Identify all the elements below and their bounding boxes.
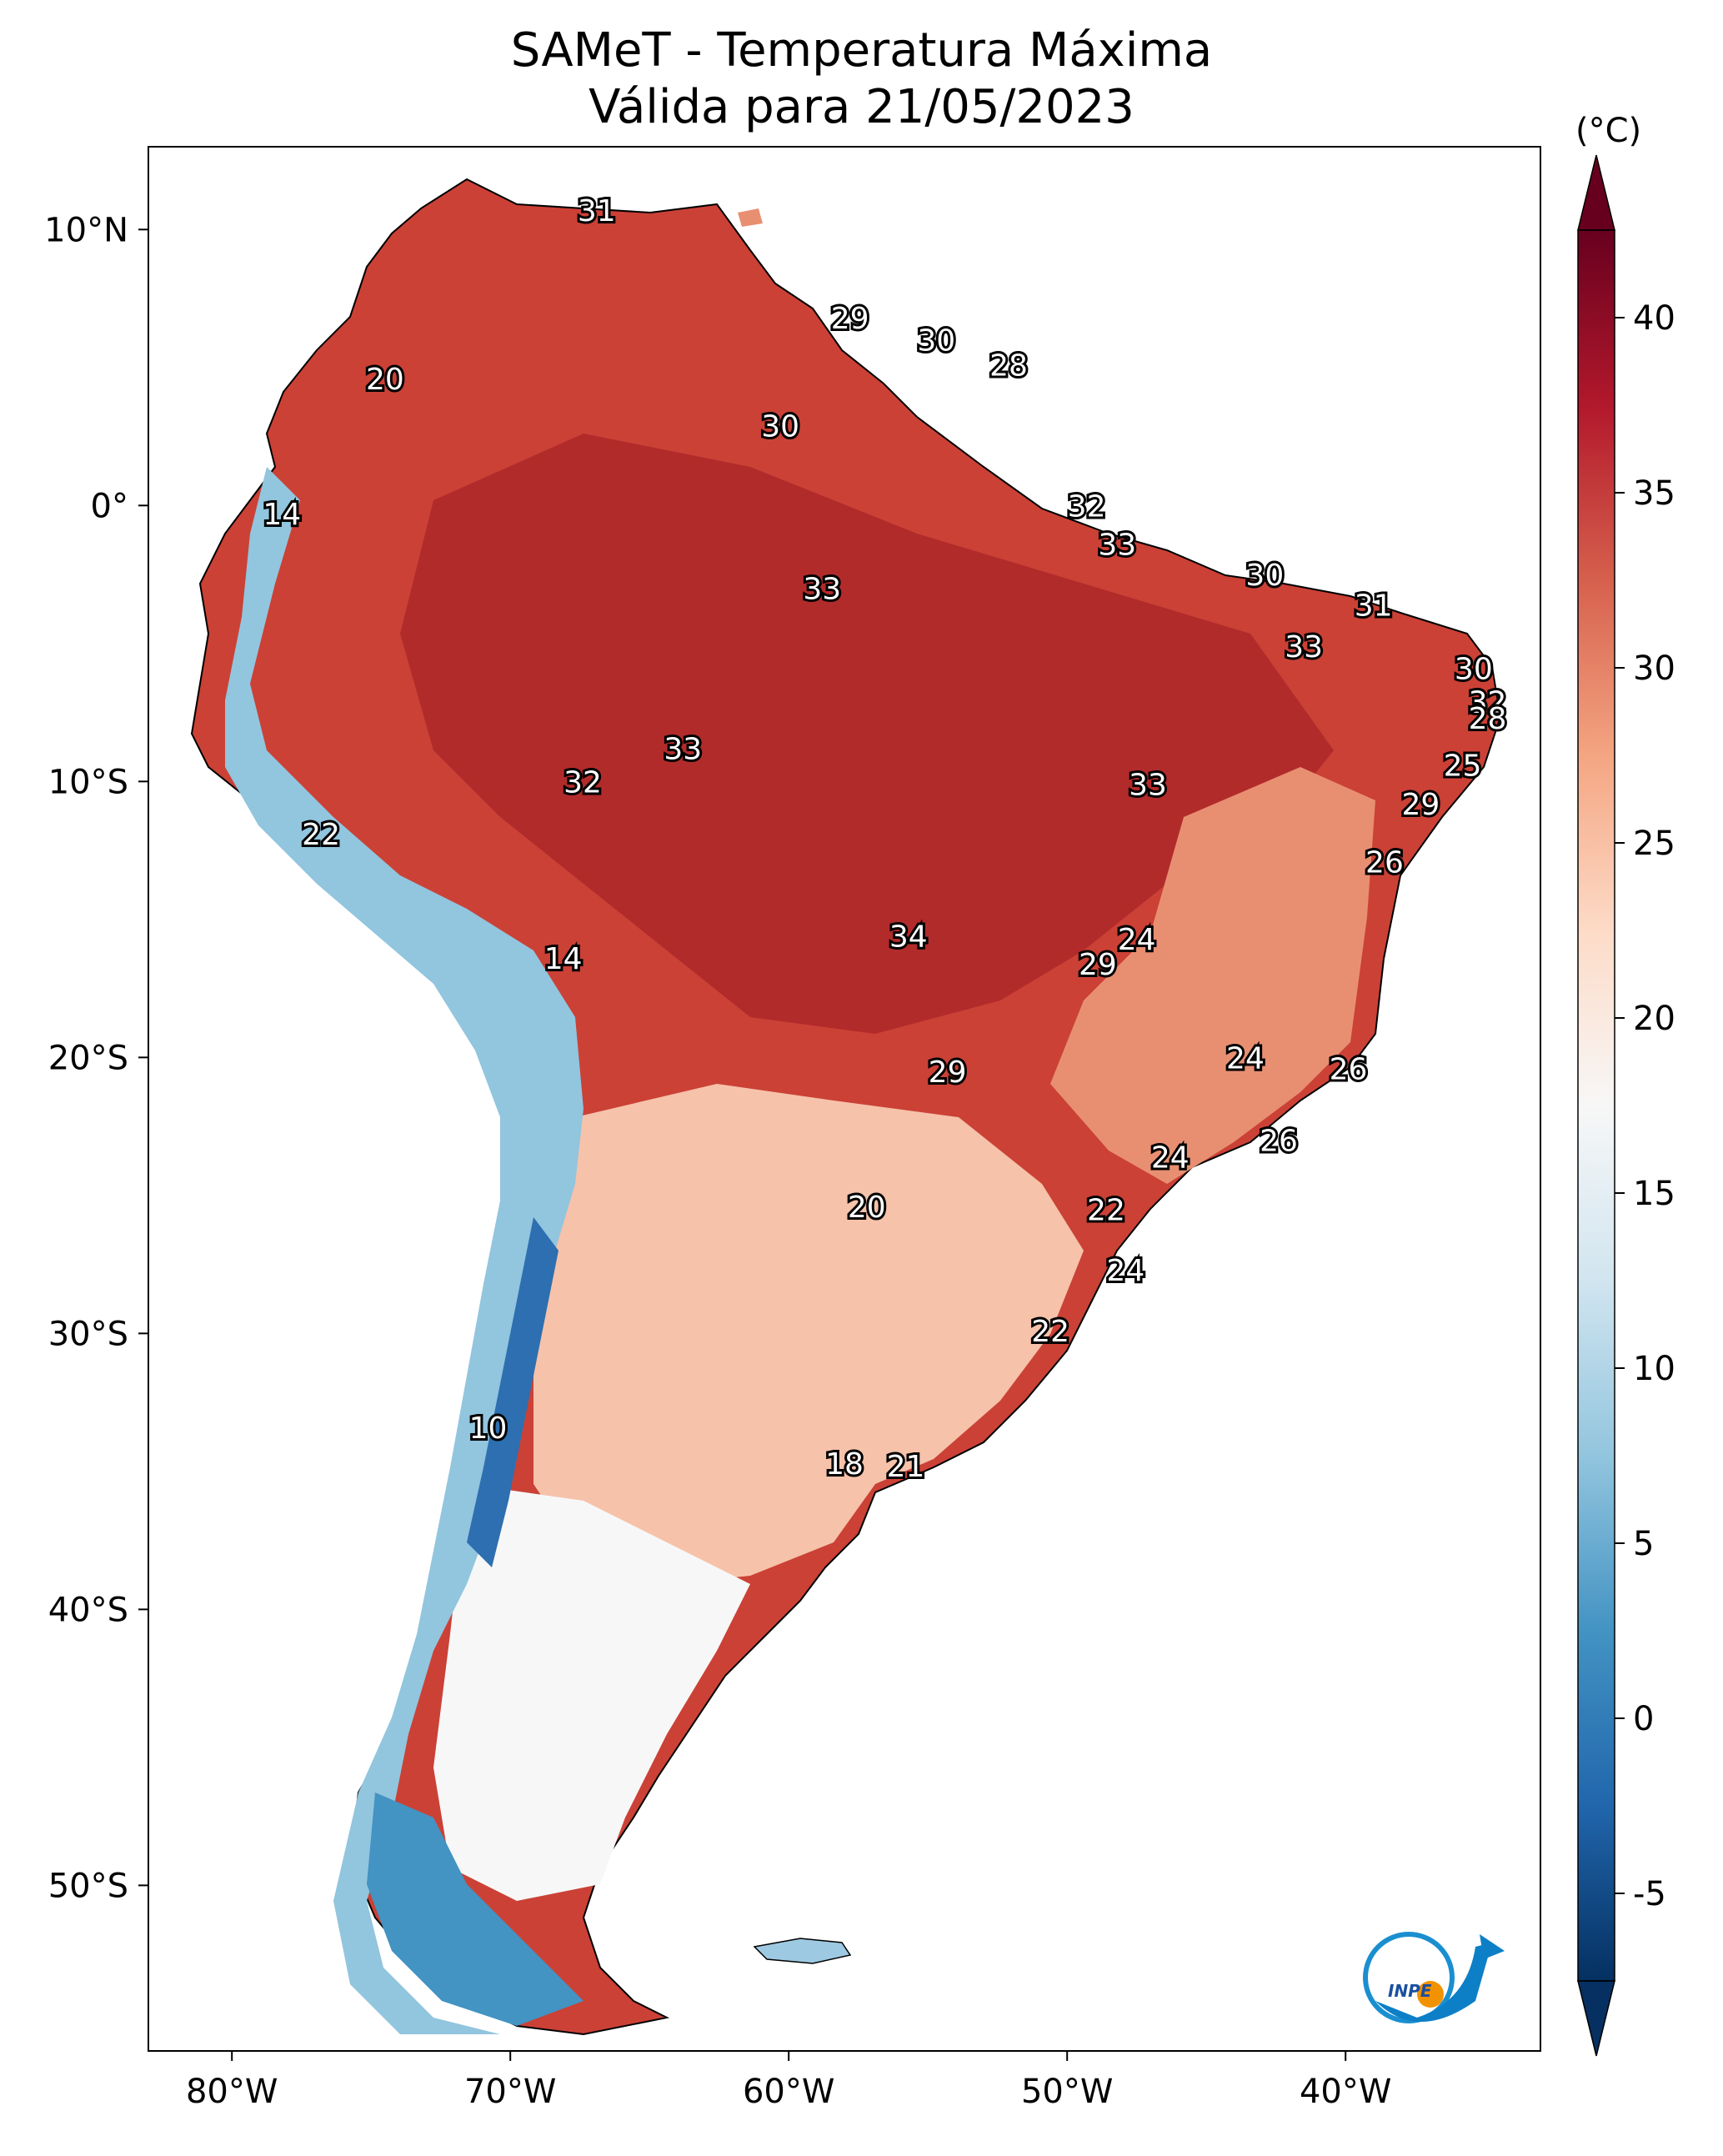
colorbar-tick-label: 40 <box>1633 299 1675 338</box>
east-warm-region <box>1050 767 1375 1184</box>
contour-label: 25 <box>1444 749 1482 783</box>
colorbar-tick-label: 35 <box>1633 474 1675 513</box>
inpe-logo-text: INPE <box>1388 1981 1432 2001</box>
contour-label: 33 <box>803 573 841 607</box>
patagonia-cool-region <box>433 1484 750 1901</box>
contour-label: 14 <box>544 942 583 976</box>
contour-label: 32 <box>1469 685 1507 720</box>
lon-tick-label: 50°W <box>1021 2073 1113 2111</box>
contour-label: 26 <box>1260 1125 1298 1159</box>
contour-label: 22 <box>1087 1193 1125 1227</box>
lat-tick-label: 0° <box>91 487 128 525</box>
contour-label: 32 <box>1068 489 1106 524</box>
contour-label: 33 <box>664 733 702 767</box>
latitude-axis: 10°N 0° 10°S 20°S 30°S 40°S 50°S <box>44 211 148 1905</box>
contour-label: 24 <box>1106 1254 1144 1288</box>
colorbar-max-arrow <box>1577 154 1615 231</box>
lon-tick-label: 70°W <box>464 2073 556 2111</box>
contour-label: 24 <box>1118 923 1156 957</box>
contour-label: 21 <box>887 1450 925 1484</box>
contour-label: 29 <box>831 302 869 336</box>
contour-label: 33 <box>1098 529 1136 563</box>
contour-label: 34 <box>889 920 928 955</box>
colorbar-tick-label: 15 <box>1633 1175 1675 1213</box>
colorbar-tick-label: -5 <box>1633 1875 1666 1913</box>
colorbar-tick-label: 30 <box>1633 649 1675 688</box>
colorbar-tick-label: 5 <box>1633 1525 1654 1563</box>
contour-label: 31 <box>1355 589 1393 623</box>
contour-label: 20 <box>848 1191 886 1225</box>
patagonian-andes-cold <box>367 1792 584 2026</box>
andes-cold-band <box>225 467 584 2034</box>
lat-tick-label: 30°S <box>48 1315 128 1353</box>
caribbean-island <box>738 208 763 227</box>
contour-label: 29 <box>1401 788 1440 822</box>
contour-label: 30 <box>917 324 955 358</box>
longitude-axis: 80°W 70°W 60°W 50°W 40°W <box>186 2051 1391 2111</box>
lat-tick-label: 20°S <box>48 1039 128 1077</box>
colorbar-tick-label: 25 <box>1633 825 1675 863</box>
contour-label: 20 <box>366 363 404 397</box>
colorbar-min-arrow <box>1577 1980 1615 2057</box>
lon-tick-label: 80°W <box>186 2073 278 2111</box>
colorbar-tick-label: 10 <box>1633 1350 1675 1388</box>
colorbar-unit-label: (°C) <box>1575 112 1641 150</box>
contour-label: 30 <box>761 409 799 444</box>
andes-coldest-core <box>467 1217 558 1567</box>
contour-label: 22 <box>302 818 340 852</box>
lon-tick-label: 60°W <box>743 2073 834 2111</box>
colorbar-tick-label: 20 <box>1633 1000 1675 1038</box>
lat-tick-label: 50°S <box>48 1867 128 1905</box>
contour-label: 26 <box>1330 1053 1368 1087</box>
contour-label: 31 <box>578 194 616 228</box>
contour-label: 18 <box>825 1447 864 1482</box>
contour-label: 10 <box>469 1411 508 1446</box>
lat-tick-label: 10°S <box>48 763 128 801</box>
south-mild-region <box>533 1084 1084 1584</box>
colorbar-tick-label: 0 <box>1633 1700 1654 1738</box>
contour-label: 30 <box>1245 559 1284 593</box>
colorbar: 40 35 30 25 20 15 10 5 0 -5 (°C) <box>1575 112 1675 2057</box>
contour-label: 22 <box>1031 1315 1069 1349</box>
inpe-logo: INPE <box>1363 1932 1505 2023</box>
contour-label: 26 <box>1365 845 1404 880</box>
colorbar-ticks: 40 35 30 25 20 15 10 5 0 -5 <box>1615 299 1675 1913</box>
contour-label: 33 <box>1285 630 1323 664</box>
colorbar-gradient <box>1578 230 1615 1981</box>
colorbar-frame <box>1577 229 1615 1982</box>
contour-label: 14 <box>263 498 301 532</box>
contour-label: 29 <box>929 1055 967 1090</box>
contour-label: 29 <box>1079 948 1117 982</box>
map-frame <box>148 146 1541 2052</box>
map-subtitle: Válida para 21/05/2023 <box>589 80 1134 134</box>
hot-interior <box>400 434 1334 1034</box>
temperature-field <box>190 178 1502 2036</box>
contour-label: 33 <box>1129 769 1167 803</box>
map-title: SAMeT - Temperatura Máxima <box>510 23 1213 78</box>
contour-label: 24 <box>1151 1141 1190 1176</box>
contour-label: 28 <box>989 349 1028 384</box>
lon-tick-label: 40°W <box>1300 2073 1391 2111</box>
contour-label: 32 <box>563 765 602 800</box>
lat-tick-label: 10°N <box>44 211 128 249</box>
contour-label: 30 <box>1455 653 1493 687</box>
contour-label: 28 <box>1469 702 1507 736</box>
contour-label: 24 <box>1226 1041 1265 1075</box>
lat-tick-label: 40°S <box>48 1591 128 1629</box>
falkland-islands <box>753 1938 852 1964</box>
